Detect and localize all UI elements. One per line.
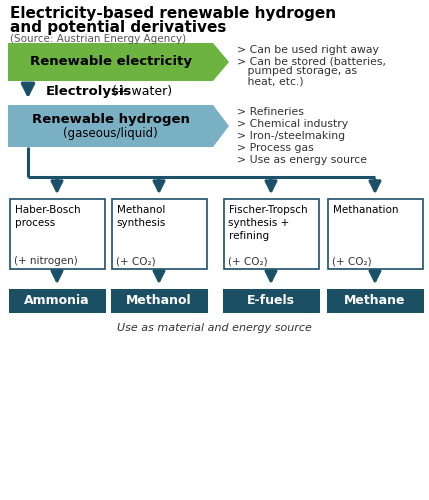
Text: > Process gas: > Process gas	[237, 143, 314, 153]
Polygon shape	[8, 105, 229, 147]
Text: (+ CO₂): (+ CO₂)	[332, 256, 372, 266]
Text: (gaseous/liquid): (gaseous/liquid)	[63, 128, 158, 140]
Text: > Use as energy source: > Use as energy source	[237, 155, 367, 165]
Text: > Iron-/steelmaking: > Iron-/steelmaking	[237, 131, 345, 141]
Text: Fischer-Tropsch
synthesis +
refining: Fischer-Tropsch synthesis + refining	[229, 205, 307, 240]
FancyBboxPatch shape	[9, 289, 106, 313]
Text: > Can be stored (batteries,: > Can be stored (batteries,	[237, 56, 386, 66]
Text: Methanol
synthesis: Methanol synthesis	[117, 205, 166, 228]
FancyBboxPatch shape	[9, 199, 105, 269]
Text: Methanol: Methanol	[126, 294, 192, 308]
Text: and potential derivatives: and potential derivatives	[10, 20, 227, 35]
Text: Use as material and energy source: Use as material and energy source	[117, 323, 311, 333]
Text: > Chemical industry: > Chemical industry	[237, 119, 348, 129]
FancyBboxPatch shape	[111, 289, 208, 313]
Text: Methanation: Methanation	[332, 205, 398, 215]
Text: Renewable hydrogen: Renewable hydrogen	[32, 114, 190, 126]
FancyBboxPatch shape	[223, 289, 320, 313]
Text: Renewable electricity: Renewable electricity	[30, 56, 191, 68]
Text: (Source: Austrian Energy Agency): (Source: Austrian Energy Agency)	[10, 34, 186, 44]
Text: (+ CO₂): (+ CO₂)	[117, 256, 156, 266]
Polygon shape	[8, 43, 229, 81]
Text: > Refineries: > Refineries	[237, 107, 304, 117]
Text: Ammonia: Ammonia	[24, 294, 90, 308]
Text: E-fuels: E-fuels	[247, 294, 295, 308]
Text: Methane: Methane	[344, 294, 406, 308]
Text: (+ CO₂): (+ CO₂)	[229, 256, 268, 266]
Text: (+ nitrogen): (+ nitrogen)	[15, 256, 78, 266]
Text: Haber-Bosch
process: Haber-Bosch process	[15, 205, 80, 228]
Text: (+ water): (+ water)	[108, 86, 172, 98]
FancyBboxPatch shape	[112, 199, 206, 269]
Text: heat, etc.): heat, etc.)	[237, 76, 304, 86]
FancyBboxPatch shape	[326, 289, 423, 313]
Text: Electrolysis: Electrolysis	[46, 86, 133, 98]
Text: > Can be used right away: > Can be used right away	[237, 45, 379, 55]
Text: pumped storage, as: pumped storage, as	[237, 66, 357, 76]
Text: Electricity-based renewable hydrogen: Electricity-based renewable hydrogen	[10, 6, 336, 21]
FancyBboxPatch shape	[327, 199, 423, 269]
FancyBboxPatch shape	[224, 199, 318, 269]
